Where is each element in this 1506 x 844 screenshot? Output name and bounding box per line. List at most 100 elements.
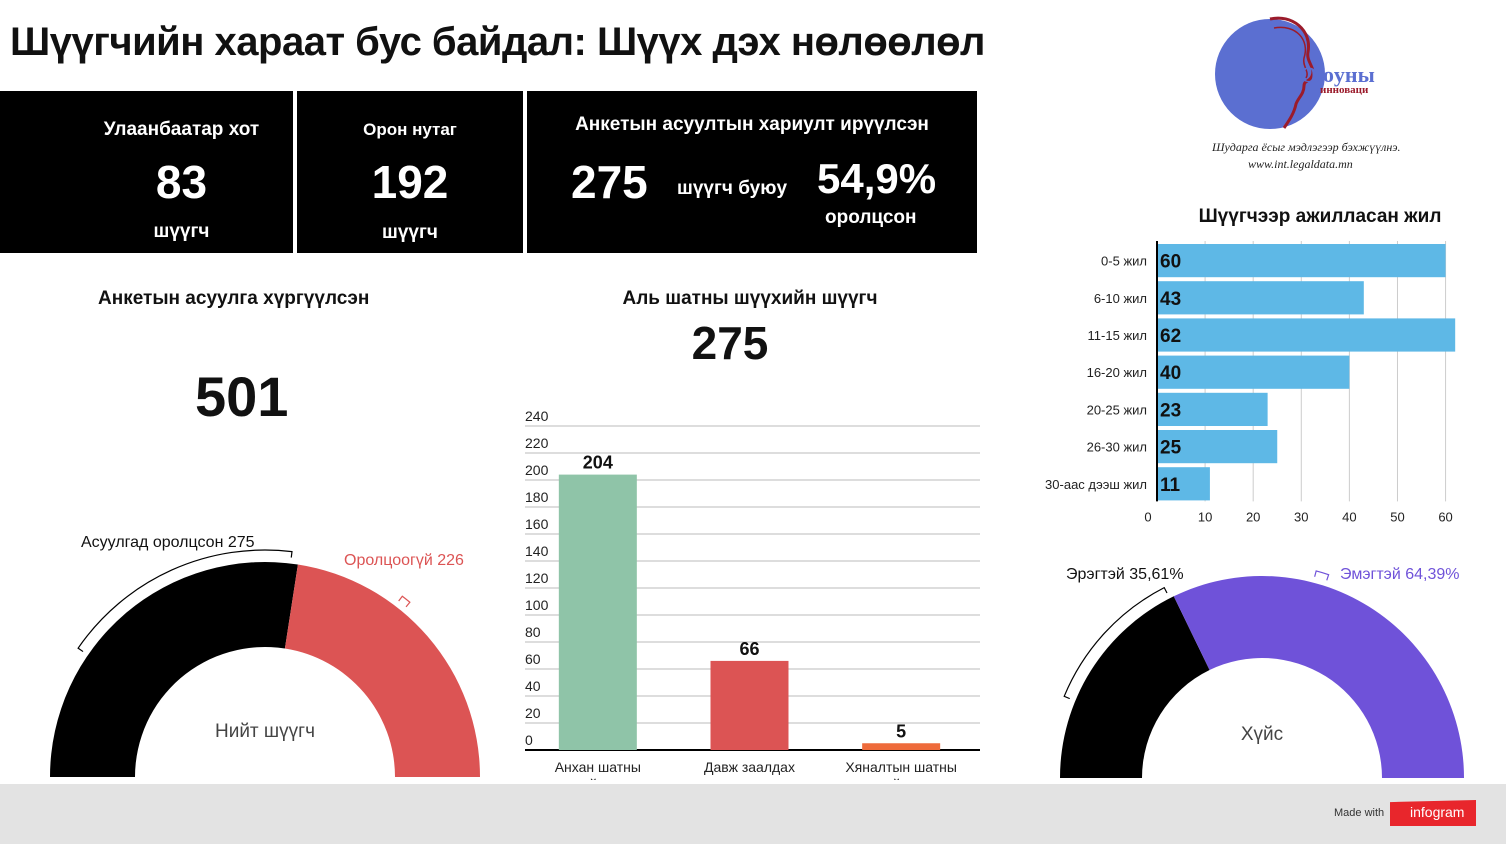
court-y-tick-label: 80	[525, 624, 541, 640]
court-category-label: Анхан шатны	[555, 759, 641, 775]
years-bar-value-label: 62	[1160, 326, 1181, 347]
logo: Оюуны инноваци Шударга ёсыг мэдлэгээр бэ…	[1200, 6, 1420, 181]
years-category-label: 20-25 жил	[1087, 402, 1147, 417]
years-bar-value-label: 43	[1160, 289, 1181, 310]
years-x-tick-label: 50	[1390, 509, 1404, 524]
survey-not-participated-label: Оролцоогүй 226	[344, 552, 464, 569]
stat-ub-unit: шүүгч	[153, 221, 210, 242]
survey-gauge-center: Нийт шүүгч	[214, 721, 315, 742]
logo-face-icon	[1215, 16, 1325, 129]
years-bar	[1157, 318, 1456, 352]
court-bar-chart: 0 20 40 60 80 100 120 140 160 180 200 220 240 204 Анха…	[525, 408, 980, 780]
stat-box-rural: Орон нутаг 192 шүүгч	[297, 91, 523, 253]
court-category-label: шүүхийн шүүгч	[853, 776, 950, 780]
years-x-tick-label: 40	[1342, 509, 1356, 524]
years-category-label: 6-10 жил	[1094, 291, 1147, 306]
court-category-label: Хяналтын шатны	[845, 759, 957, 775]
years-category-label: 16-20 жил	[1087, 365, 1147, 380]
footer-brand: infogram	[1410, 804, 1465, 820]
years-category-label: 0-5 жил	[1101, 254, 1147, 269]
years-bar	[1157, 355, 1350, 389]
survey-participated-label: Асуулгад оролцсон 275	[81, 534, 255, 551]
stat-responded-pct: 54,9%	[817, 155, 937, 202]
court-bar-value-label: 204	[583, 453, 613, 473]
court-bar	[558, 474, 637, 750]
court-title: Аль шатны шүүхийн шүүгч	[622, 288, 878, 309]
years-category-label: 26-30 жил	[1087, 440, 1147, 455]
years-bar	[1157, 467, 1210, 501]
court-y-tick-label: 160	[525, 516, 549, 532]
years-title: Шүүгчээр ажилласан жил	[1198, 206, 1442, 227]
gauge-male-segment-bracket	[1063, 586, 1168, 700]
stat-responded-mid: шүүгч буюу	[677, 178, 788, 199]
stat-rural-unit: шүүгч	[382, 222, 438, 243]
stat-ub-label: Улаанбаатар хот	[103, 119, 260, 140]
years-x-tick-label: 10	[1198, 509, 1212, 524]
stat-box-responded: Анкетын асуултын хариулт ирүүлсэн 275 шү…	[527, 91, 977, 253]
gauge-female-segment-bracket	[1314, 570, 1330, 581]
years-x-tick-label: 30	[1294, 509, 1308, 524]
court-bar	[862, 743, 941, 750]
court-y-tick-label: 20	[525, 705, 541, 721]
stat-responded-label: Анкетын асуултын хариулт ирүүлсэн	[575, 114, 929, 135]
years-x-tick-label: 20	[1246, 509, 1260, 524]
years-bar-value-label: 60	[1160, 252, 1181, 273]
logo-sub: инноваци	[1320, 84, 1369, 96]
court-y-tick-label: 120	[525, 570, 549, 586]
court-category-label: шатны шүүх	[710, 776, 789, 780]
court-y-tick-label: 240	[525, 408, 549, 424]
court-total: 275	[691, 317, 769, 369]
years-bar-value-label: 25	[1160, 438, 1182, 459]
logo-url: www.int.legaldata.mn	[1248, 157, 1353, 171]
gauge-participated-segment-bracket	[77, 549, 293, 653]
survey-title: Анкетын асуулга хүргүүлсэн	[98, 288, 370, 309]
gender-gauge	[1060, 570, 1464, 778]
years-bar-value-label: 11	[1160, 475, 1181, 496]
court-y-tick-label: 60	[525, 651, 541, 667]
gauge-female-segment	[1173, 576, 1464, 778]
years-bar-value-label: 40	[1160, 363, 1181, 384]
years-bar-chart: 0 10 20 30 40 50 60 60 0-5 жил 43 6-10 жил 62 11-15 …	[1045, 241, 1456, 524]
footer-made-with: Made with	[1334, 807, 1385, 819]
survey-gauge	[50, 549, 480, 777]
years-x-tick-label: 0	[1144, 509, 1151, 524]
court-y-tick-label: 180	[525, 489, 549, 505]
gender-female-label: Эмэгтэй 64,39%	[1340, 566, 1460, 583]
court-bar	[710, 660, 789, 750]
gender-male-label: Эрэгтэй 35,61%	[1066, 566, 1184, 583]
years-bar	[1157, 281, 1364, 315]
gauge-participated-segment	[50, 562, 298, 777]
stat-responded-value: 275	[571, 156, 648, 208]
court-bar-value-label: 5	[896, 721, 906, 741]
court-y-tick-label: 220	[525, 435, 549, 451]
years-bar	[1157, 244, 1446, 278]
court-y-tick-label: 140	[525, 543, 549, 559]
court-y-tick-label: 100	[525, 597, 549, 613]
gauge-male-segment	[1060, 596, 1210, 778]
stat-box-ub: Улаанбаатар хот 83 шүүгч	[0, 91, 293, 253]
court-y-tick-label: 200	[525, 462, 549, 478]
stat-ub-value: 83	[155, 156, 208, 208]
years-bar	[1157, 430, 1278, 464]
survey-total: 501	[195, 365, 289, 428]
years-bar-value-label: 23	[1160, 400, 1181, 421]
court-category-label: шүүхийн шүүгч	[549, 776, 646, 780]
stat-rural-value: 192	[371, 156, 449, 208]
page-title: Шүүгчийн хараат бус байдал: Шүүх дэх нөл…	[10, 20, 985, 64]
court-y-tick-label: 40	[525, 678, 541, 694]
logo-brand: Оюуны	[1300, 62, 1375, 87]
years-x-tick-label: 60	[1438, 509, 1452, 524]
logo-slogan: Шударга ёсыг мэдлэгээр бэхжүүлнэ.	[1212, 140, 1401, 154]
years-category-label: 30-аас дээш жил	[1045, 477, 1147, 492]
stat-rural-label: Орон нутаг	[363, 120, 457, 139]
years-bar	[1157, 392, 1268, 426]
years-category-label: 11-15 жил	[1088, 328, 1147, 343]
court-category-label: Давж заалдах	[704, 759, 795, 775]
footer-brand-button[interactable]: infogram	[1390, 800, 1476, 826]
footer: Made with infogram	[0, 784, 1506, 844]
gauge-not-participated-segment	[284, 564, 480, 777]
gauge-not-participated-segment-bracket	[398, 595, 411, 608]
court-bar-value-label: 66	[739, 639, 759, 659]
stat-responded-pct-label: оролцсон	[825, 207, 917, 228]
court-y-tick-label: 0	[525, 732, 533, 748]
